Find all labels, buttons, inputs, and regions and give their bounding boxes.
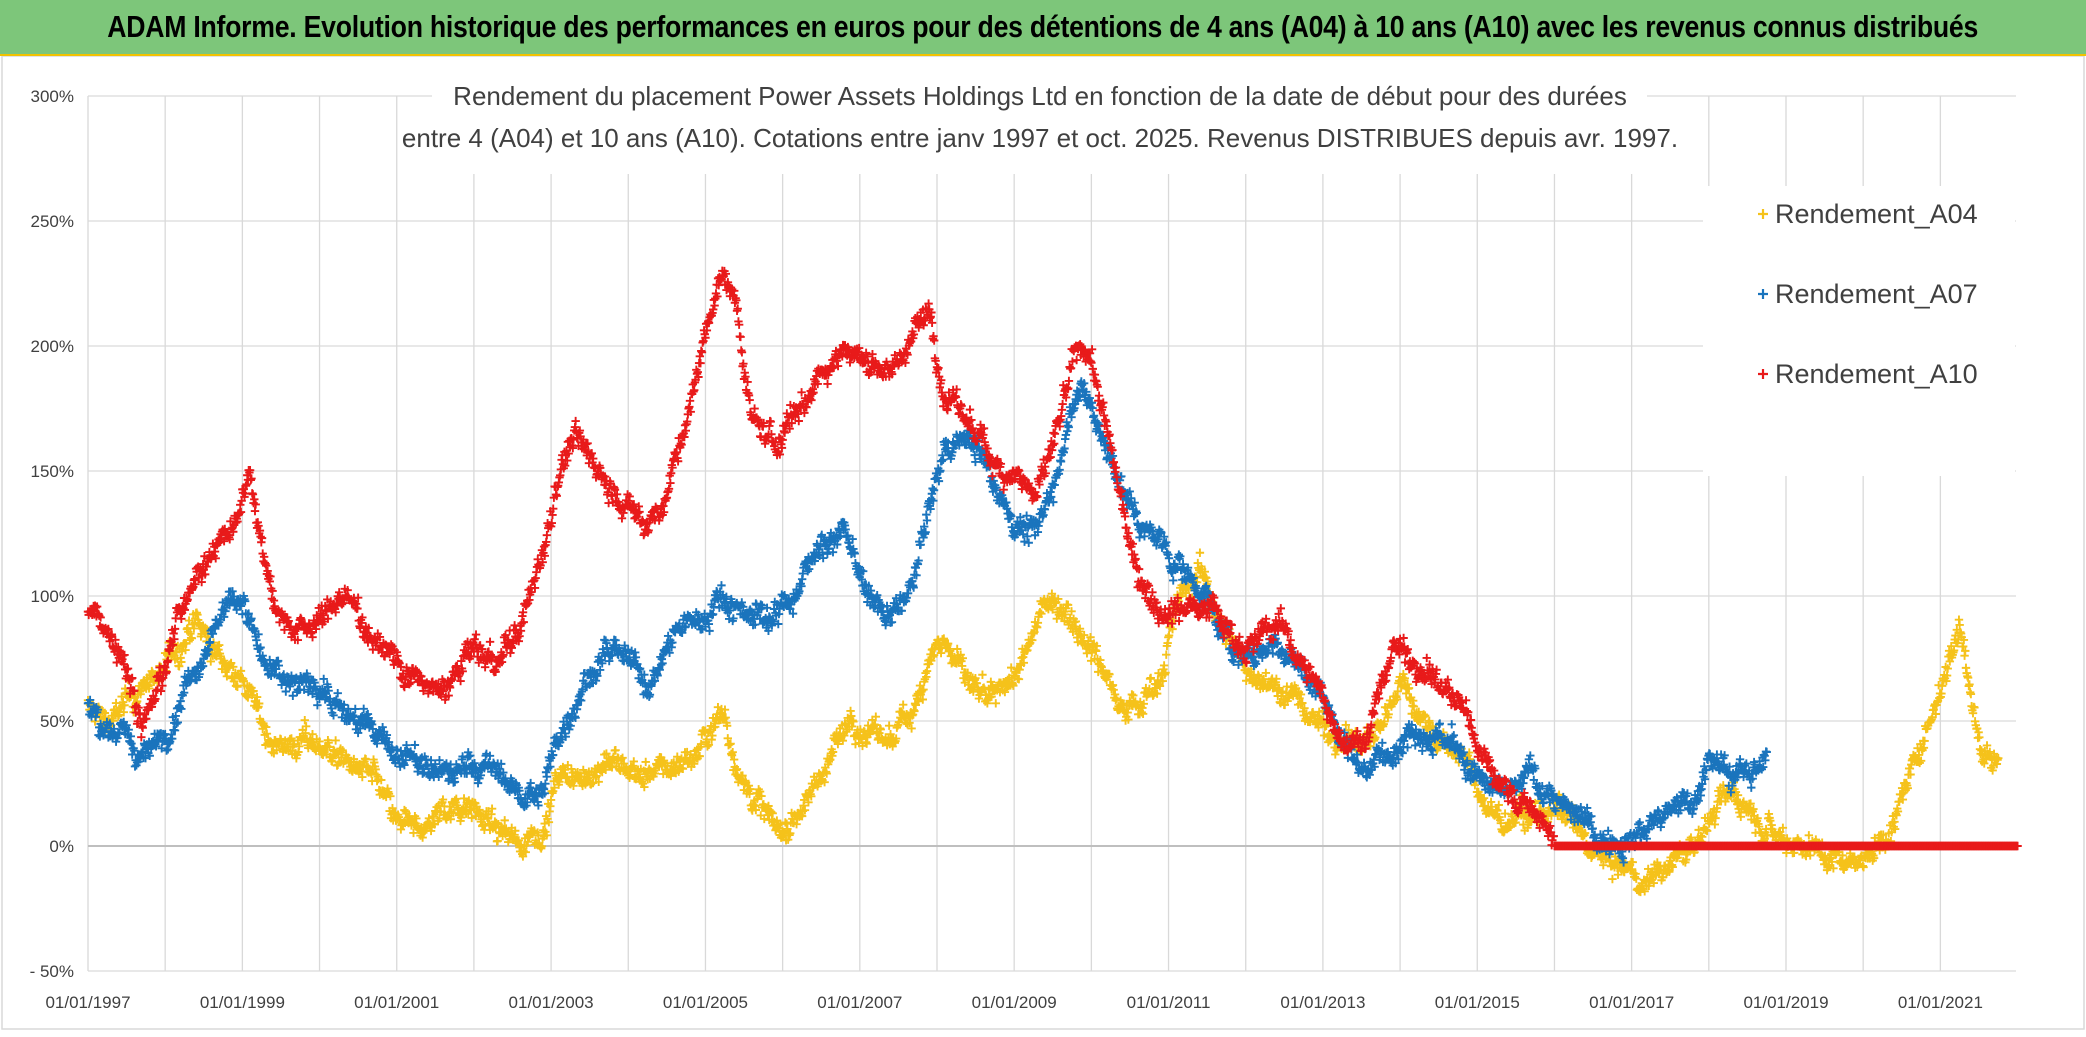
chart-area: 300%250%200%150%100%50%0%- 50%01/01/1997…	[0, 56, 2086, 1032]
banner-title: ADAM Informe. Evolution historique des p…	[108, 9, 1979, 45]
scatter-chart: 300%250%200%150%100%50%0%- 50%01/01/1997…	[0, 56, 2086, 1032]
report-banner: ADAM Informe. Evolution historique des p…	[0, 0, 2086, 56]
